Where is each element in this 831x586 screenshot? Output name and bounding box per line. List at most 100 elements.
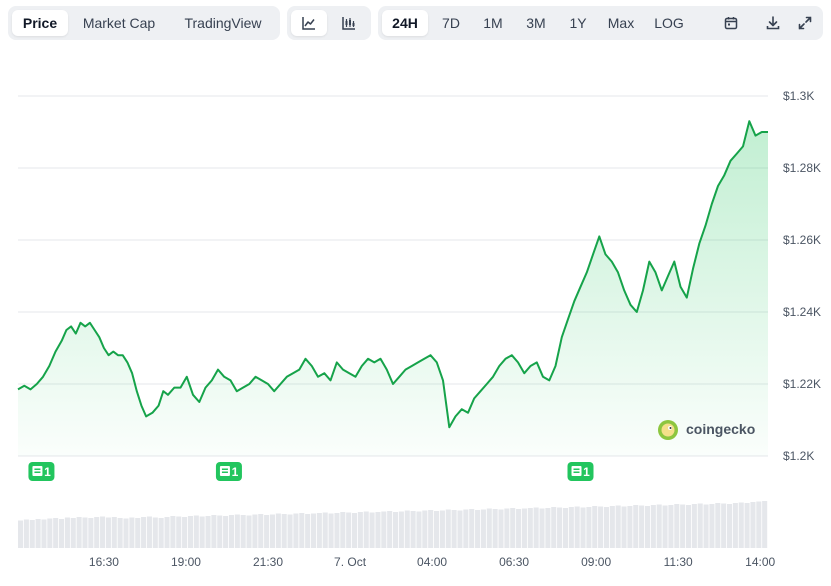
volume-bar — [738, 502, 744, 548]
volume-bar — [18, 520, 24, 548]
volume-bar — [404, 510, 410, 548]
volume-bar — [375, 512, 381, 548]
volume-bar — [656, 504, 662, 548]
volume-bar — [41, 519, 47, 548]
volume-bar — [603, 507, 609, 548]
volume-bar — [299, 513, 305, 548]
volume-bar — [469, 509, 475, 548]
volume-bar — [545, 508, 551, 548]
volume-bar — [451, 510, 457, 548]
calendar-button[interactable] — [714, 10, 748, 36]
volume-bar — [586, 507, 592, 548]
volume-bar — [685, 505, 692, 548]
y-tick-label: $1.28K — [783, 161, 821, 175]
volume-bar — [322, 512, 328, 548]
line-chart-button[interactable] — [291, 10, 327, 36]
volume-bar — [633, 505, 639, 548]
volume-bar — [627, 506, 633, 548]
volume-bar — [35, 519, 41, 548]
x-tick-label: 7. Oct — [334, 555, 367, 569]
volume-bar — [697, 503, 703, 548]
volume-bar — [234, 514, 240, 548]
news-event-marker[interactable]: 1 — [215, 462, 242, 481]
volume-bar — [211, 515, 217, 548]
volume-bar — [527, 508, 533, 548]
range-24h[interactable]: 24H — [382, 10, 428, 36]
volume-bar — [498, 509, 504, 548]
volume-bar — [674, 504, 680, 548]
marker-count: 1 — [232, 465, 239, 479]
volume-bar — [64, 517, 70, 548]
volume-bar — [228, 515, 234, 548]
news-event-marker[interactable]: 1 — [567, 462, 594, 481]
fullscreen-button[interactable] — [790, 10, 820, 36]
volume-bar — [762, 501, 768, 548]
y-tick-label: $1.3K — [783, 89, 814, 103]
volume-bar — [287, 514, 293, 548]
volume-bar — [100, 516, 106, 548]
volume-bar — [486, 508, 492, 548]
volume-bar — [387, 511, 393, 548]
range-3m[interactable]: 3M — [526, 15, 546, 31]
download-button[interactable] — [756, 10, 790, 36]
volume-bar — [346, 512, 352, 548]
volume-bar — [357, 512, 363, 548]
volume-bar — [434, 511, 440, 548]
tab-tradingview[interactable]: TradingView — [184, 15, 262, 31]
volume-bar — [111, 517, 117, 548]
volume-bar — [475, 510, 481, 548]
volume-bar — [428, 510, 434, 548]
volume-bar — [750, 502, 756, 548]
volume-bar — [129, 517, 135, 548]
event-markers: 1 1 1 — [28, 462, 594, 481]
volume-bar — [598, 506, 604, 548]
volume-bar — [135, 518, 141, 548]
volume-bar — [422, 510, 428, 548]
log-scale-toggle[interactable]: LOG — [654, 15, 684, 31]
marker-count: 1 — [44, 465, 51, 479]
y-tick-label: $1.2K — [783, 449, 814, 463]
volume-bar — [709, 504, 715, 548]
volume-bar — [662, 505, 668, 548]
volume-bar — [744, 503, 750, 548]
volume-bar — [82, 517, 88, 548]
volume-bar — [726, 504, 733, 548]
volume-bars — [18, 501, 768, 548]
volume-bar — [533, 507, 539, 548]
volume-bar — [609, 506, 615, 548]
volume-bar — [703, 504, 709, 548]
volume-bar — [393, 512, 399, 548]
volume-bar — [551, 507, 557, 548]
volume-bar — [416, 511, 422, 548]
chart-toolbar: Price Market Cap TradingView 24H 7D 1M 3… — [8, 6, 823, 40]
volume-bar — [182, 517, 188, 548]
volume-bar — [117, 518, 123, 548]
volume-bar — [639, 505, 645, 548]
range-1m[interactable]: 1M — [483, 15, 503, 31]
volume-bar — [650, 505, 656, 548]
volume-bar — [557, 507, 563, 548]
x-tick-label: 21:30 — [253, 555, 283, 569]
volume-bar — [146, 516, 152, 548]
volume-bar — [463, 509, 469, 548]
volume-bar — [76, 517, 82, 548]
fullscreen-icon — [798, 16, 812, 30]
tab-price[interactable]: Price — [12, 10, 68, 36]
volume-bar — [47, 518, 53, 548]
range-max[interactable]: Max — [607, 15, 635, 31]
volume-bar — [644, 506, 651, 548]
calendar-icon — [724, 17, 738, 30]
volume-bar — [158, 518, 164, 548]
price-line[interactable] — [17, 120, 768, 429]
candlestick-chart-button[interactable] — [331, 10, 367, 36]
volume-bar — [369, 512, 375, 548]
volume-bar — [293, 513, 299, 548]
range-1y[interactable]: 1Y — [569, 15, 587, 31]
news-event-marker[interactable]: 1 — [28, 462, 55, 481]
range-7d[interactable]: 7D — [442, 15, 460, 31]
volume-bar — [281, 514, 287, 548]
volume-bar — [199, 516, 205, 548]
tab-market-cap[interactable]: Market Cap — [82, 15, 156, 31]
